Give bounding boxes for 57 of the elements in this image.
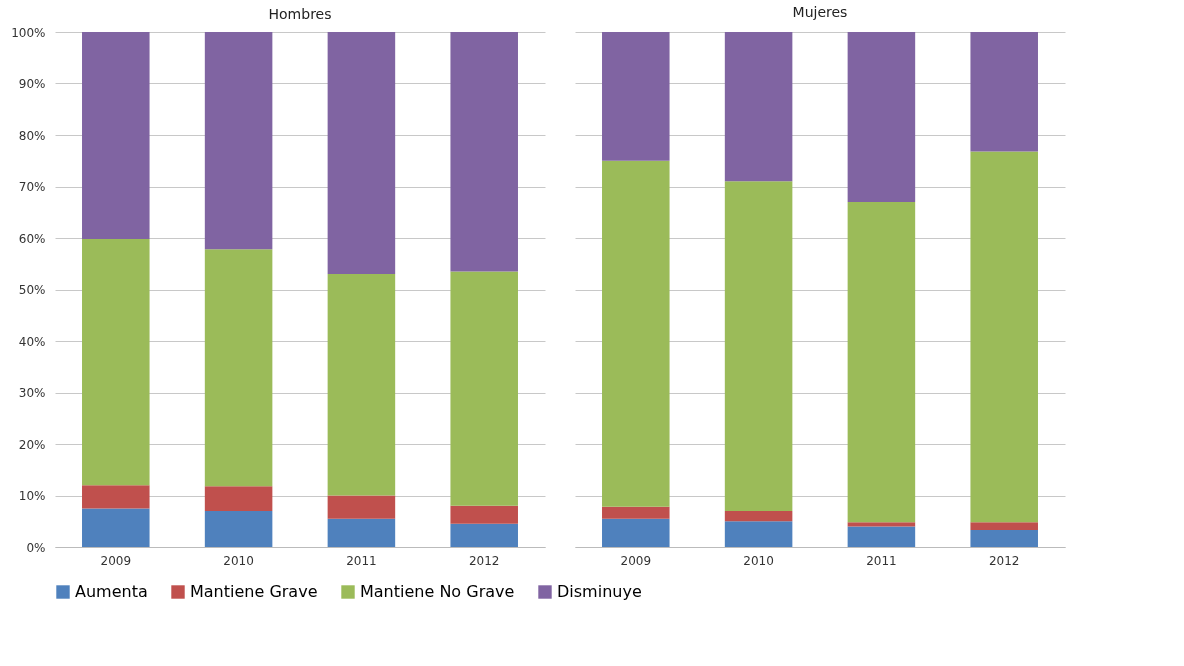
bar	[970, 530, 1038, 547]
y-tick-label: 50%	[18, 283, 46, 297]
x-tick-label: 2010	[223, 553, 254, 568]
bar	[82, 239, 150, 486]
y-tick-label: 90%	[18, 77, 46, 91]
legend-label: Mantiene No Grave	[360, 582, 515, 601]
y-tick-label: 60%	[18, 231, 46, 246]
y-tick-label: 10%	[18, 489, 46, 503]
bar	[327, 495, 396, 519]
bar	[847, 32, 916, 202]
y-tick-label: 30%	[18, 386, 46, 400]
bar	[82, 32, 150, 240]
bar	[450, 32, 518, 272]
bar	[450, 271, 518, 506]
bar	[450, 523, 518, 547]
x-tick-label: 2012	[988, 553, 1020, 568]
legend-label: Aumenta	[75, 582, 148, 601]
x-tick-label: 2011	[866, 553, 897, 568]
bar	[602, 518, 670, 547]
bar	[724, 32, 793, 182]
x-tick-label: 2010	[743, 553, 774, 568]
y-tick-label: 0%	[26, 540, 46, 555]
bar	[970, 32, 1038, 152]
x-tick-label: 2009	[100, 553, 132, 568]
bar	[847, 522, 916, 527]
bar	[82, 508, 150, 547]
x-tick-label: 2011	[346, 553, 377, 568]
bar	[847, 201, 916, 523]
bar	[724, 521, 793, 547]
bar	[724, 181, 793, 511]
y-tick-label: 20%	[18, 437, 46, 452]
bar	[724, 510, 793, 522]
bar	[602, 32, 670, 161]
bar	[204, 249, 273, 487]
y-tick-label: 40%	[18, 334, 46, 349]
bar	[204, 486, 273, 511]
y-tick-label: 70%	[18, 180, 46, 194]
legend-label: Disminuye	[557, 582, 642, 601]
x-tick-label: 2009	[620, 553, 652, 568]
y-tick-label: 100%	[11, 25, 46, 40]
chart-title: Mujeres	[792, 4, 848, 20]
legend-label: Mantiene Grave	[190, 582, 318, 601]
bar	[970, 151, 1038, 523]
x-tick-label: 2012	[468, 553, 500, 568]
bar	[602, 160, 670, 507]
bar	[82, 485, 150, 509]
chart-title: Hombres	[268, 6, 332, 22]
bar	[847, 526, 916, 547]
bar	[327, 518, 396, 547]
bar	[602, 506, 670, 519]
bar	[204, 510, 273, 547]
bar	[450, 505, 518, 524]
bar	[327, 32, 396, 275]
bar	[204, 32, 273, 250]
y-tick-label: 80%	[18, 128, 46, 143]
bar	[970, 522, 1038, 531]
bar	[327, 274, 396, 496]
